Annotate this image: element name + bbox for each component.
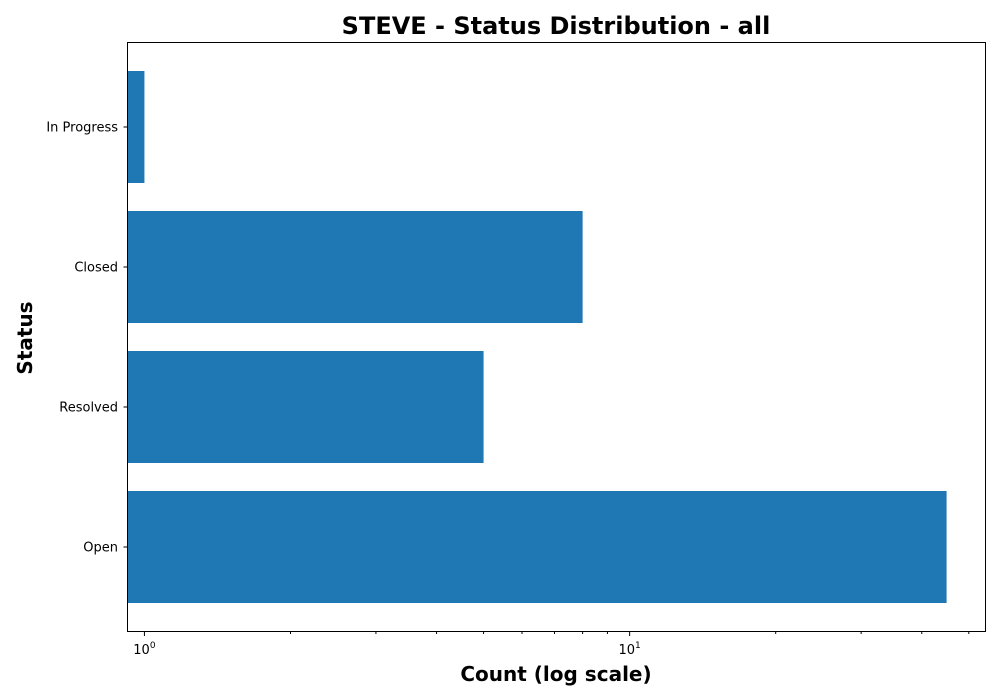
y-tick-label-closed: Closed bbox=[74, 261, 118, 276]
x-tick-label-1: 100 bbox=[133, 641, 156, 658]
bar-closed bbox=[128, 211, 583, 323]
x-axis-label: Count (log scale) bbox=[460, 662, 651, 686]
y-axis-label: Status bbox=[13, 301, 37, 374]
y-tick-label-in-progress: In Progress bbox=[46, 121, 118, 136]
bar-in-progress bbox=[128, 71, 145, 183]
bars-layer bbox=[128, 71, 947, 603]
chart-title: STEVE - Status Distribution - all bbox=[342, 12, 771, 40]
plot-frame bbox=[127, 42, 986, 632]
x-axis-ticks: 100 101 bbox=[133, 631, 970, 658]
y-tick-label-open: Open bbox=[83, 541, 118, 556]
y-tick-label-resolved: Resolved bbox=[59, 401, 118, 416]
bar-open bbox=[128, 491, 947, 603]
x-tick-label-10: 101 bbox=[618, 641, 640, 658]
bar-resolved bbox=[128, 351, 484, 463]
y-axis-ticks: Open Resolved Closed In Progress bbox=[46, 121, 128, 556]
